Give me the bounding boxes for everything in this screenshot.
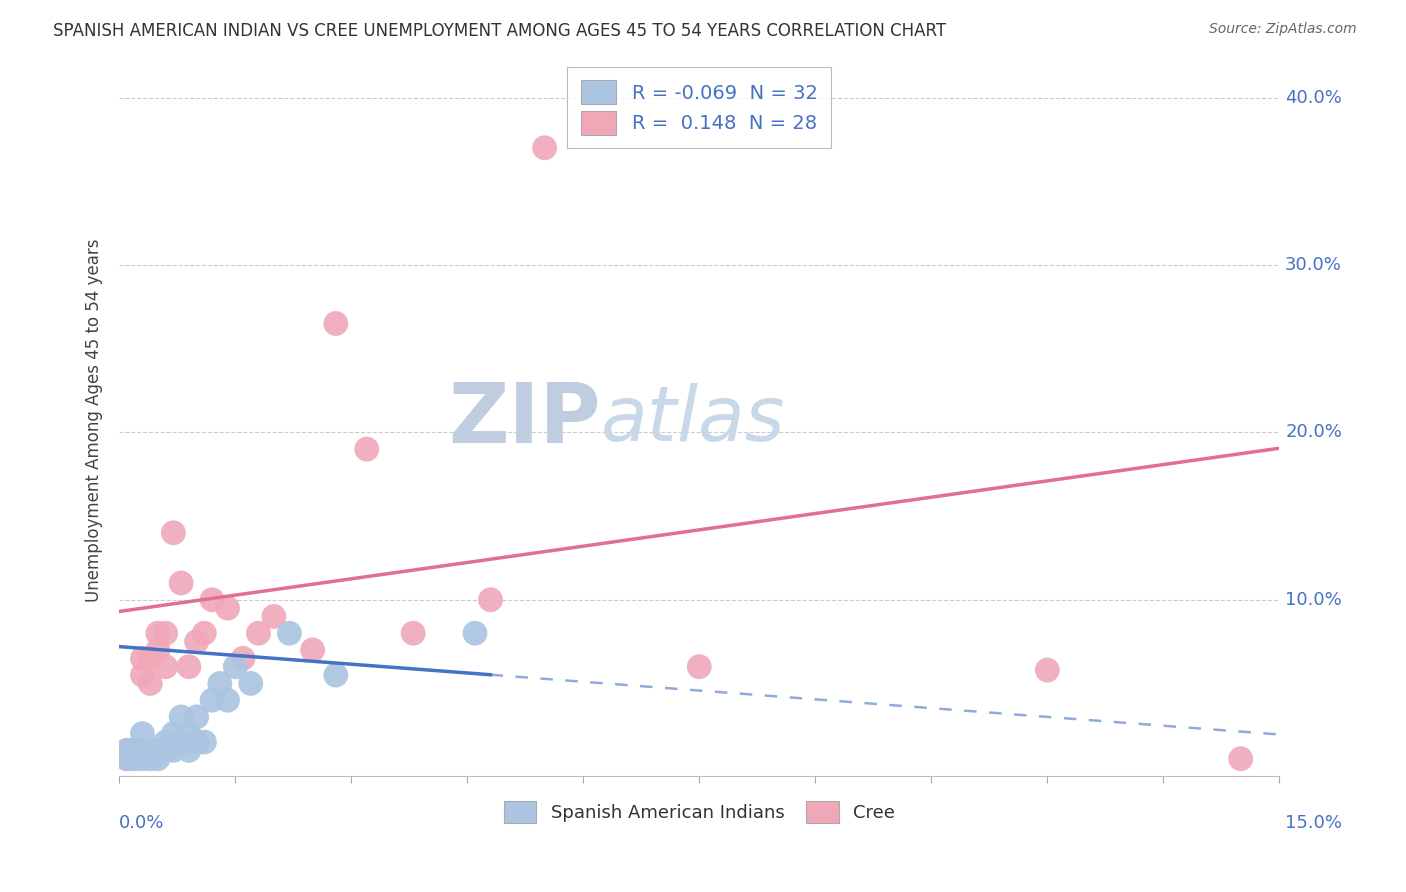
Point — [155, 626, 177, 640]
Point — [124, 752, 146, 766]
Point — [115, 743, 138, 757]
Point — [217, 693, 239, 707]
Point — [155, 659, 177, 673]
Point — [208, 676, 231, 690]
Point — [402, 626, 425, 640]
Point — [247, 626, 270, 640]
Text: 10.0%: 10.0% — [1285, 591, 1341, 608]
Point — [131, 726, 153, 740]
Point — [193, 735, 215, 749]
Point — [162, 726, 184, 740]
Point — [155, 735, 177, 749]
Point — [115, 752, 138, 766]
Point — [146, 743, 169, 757]
Point — [124, 743, 146, 757]
Point — [131, 752, 153, 766]
Point — [1229, 752, 1251, 766]
Point — [533, 141, 555, 155]
Point — [146, 743, 169, 757]
Point — [139, 651, 162, 665]
Point — [325, 668, 347, 682]
Point — [479, 592, 502, 607]
Point — [146, 626, 169, 640]
Point — [131, 668, 153, 682]
Point — [1036, 663, 1059, 677]
Text: 40.0%: 40.0% — [1285, 88, 1341, 106]
Point — [115, 752, 138, 766]
Y-axis label: Unemployment Among Ages 45 to 54 years: Unemployment Among Ages 45 to 54 years — [86, 238, 103, 601]
Point — [186, 735, 208, 749]
Point — [115, 743, 138, 757]
Point — [177, 659, 200, 673]
Point — [201, 592, 224, 607]
Point — [688, 659, 710, 673]
Text: ZIP: ZIP — [449, 379, 600, 460]
Legend: Spanish American Indians, Cree: Spanish American Indians, Cree — [496, 794, 903, 830]
Point — [139, 747, 162, 761]
Point — [263, 609, 285, 624]
Point — [124, 743, 146, 757]
Point — [170, 735, 193, 749]
Point — [155, 743, 177, 757]
Point — [177, 743, 200, 757]
Point — [170, 710, 193, 724]
Point — [146, 643, 169, 657]
Point — [464, 626, 486, 640]
Text: atlas: atlas — [600, 383, 785, 457]
Text: 0.0%: 0.0% — [120, 814, 165, 832]
Point — [301, 643, 323, 657]
Point — [146, 752, 169, 766]
Text: 20.0%: 20.0% — [1285, 424, 1341, 442]
Point — [162, 743, 184, 757]
Text: 30.0%: 30.0% — [1285, 256, 1341, 274]
Point — [177, 726, 200, 740]
Point — [131, 651, 153, 665]
Point — [139, 752, 162, 766]
Text: 15.0%: 15.0% — [1285, 814, 1343, 832]
Point — [131, 743, 153, 757]
Point — [232, 651, 254, 665]
Point — [278, 626, 301, 640]
Point — [162, 525, 184, 540]
Point — [217, 601, 239, 615]
Point — [186, 634, 208, 648]
Point — [146, 747, 169, 761]
Point — [356, 442, 378, 456]
Point — [170, 576, 193, 591]
Point — [239, 676, 262, 690]
Point — [193, 626, 215, 640]
Text: SPANISH AMERICAN INDIAN VS CREE UNEMPLOYMENT AMONG AGES 45 TO 54 YEARS CORRELATI: SPANISH AMERICAN INDIAN VS CREE UNEMPLOY… — [53, 22, 946, 40]
Point — [224, 659, 246, 673]
Point — [325, 317, 347, 331]
Point — [139, 676, 162, 690]
Point — [201, 693, 224, 707]
Text: Source: ZipAtlas.com: Source: ZipAtlas.com — [1209, 22, 1357, 37]
Point — [186, 710, 208, 724]
